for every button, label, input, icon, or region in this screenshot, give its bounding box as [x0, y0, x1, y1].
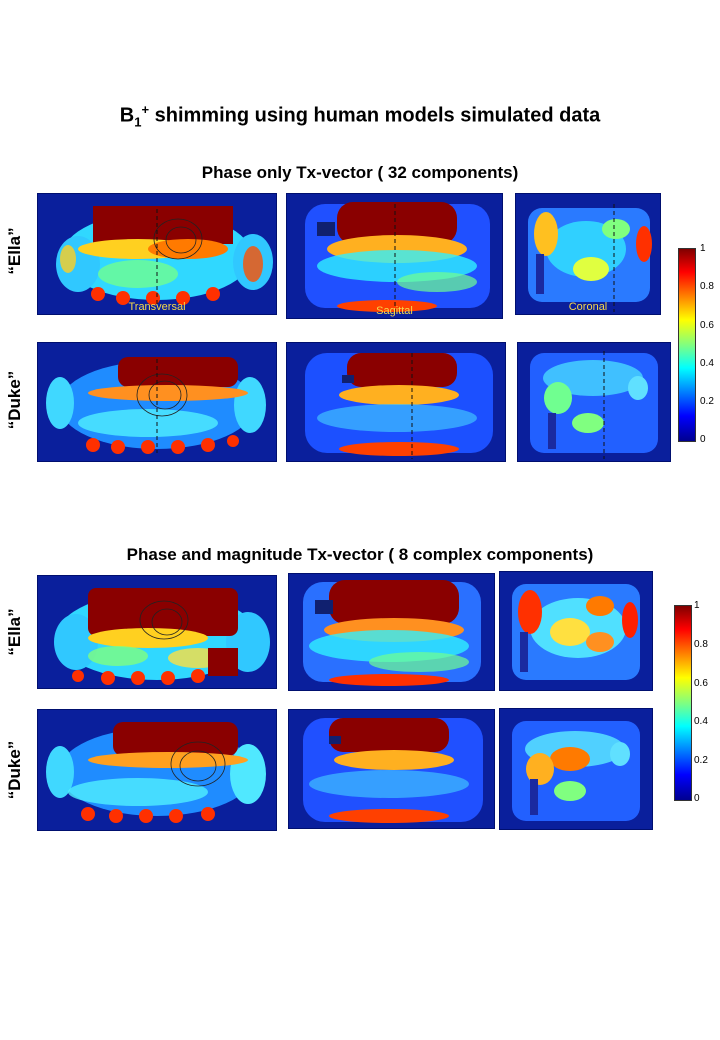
colorbar-tick: 0: [694, 793, 700, 804]
colorbar-phase-only: [678, 248, 696, 442]
row-label-ella: “Ella”: [5, 227, 24, 275]
row-label-ella: “Ella”: [5, 608, 24, 656]
map-ella-transversal-magnitude: [37, 575, 277, 689]
map-ella-sagittal-magnitude: [288, 573, 495, 691]
view-label-sagittal: Sagittal: [376, 305, 413, 317]
section-heading-phase-only: Phase only Tx-vector ( 32 components): [201, 163, 519, 182]
colorbar-tick: 0: [700, 434, 706, 445]
colorbar-tick: 0.8: [694, 639, 708, 650]
map-ella-transversal-phase: Transversal: [37, 193, 277, 315]
colorbar-tick: 0.2: [700, 396, 714, 407]
colorbar-tick: 0.4: [700, 358, 714, 369]
colorbar-tick: 0.2: [694, 755, 708, 766]
view-label-transversal: Transversal: [128, 301, 186, 313]
colorbar-tick: 0.8: [700, 281, 714, 292]
colorbar-phase-magnitude: [674, 605, 692, 801]
colorbar-tick: 1: [700, 243, 706, 254]
page-title: B1+ shimming using human models simulate…: [119, 102, 601, 130]
row-label-duke: “Duke”: [5, 740, 24, 800]
colorbar-tick: 1: [694, 600, 700, 611]
map-duke-coronal-magnitude: [499, 708, 653, 830]
map-duke-transversal-magnitude: [37, 709, 277, 831]
row-label-duke: “Duke”: [5, 370, 24, 430]
map-ella-sagittal-phase: Sagittal: [286, 193, 503, 319]
section-heading-phase-and-magnitude: Phase and magnitude Tx-vector ( 8 comple…: [126, 545, 594, 564]
map-duke-coronal-phase: [517, 342, 671, 462]
map-duke-sagittal-phase: [286, 342, 506, 462]
colorbar-tick: 0.6: [694, 678, 708, 689]
colorbar-tick: 0.4: [694, 716, 708, 727]
map-duke-sagittal-magnitude: [288, 709, 495, 829]
map-ella-coronal-phase: Coronal: [515, 193, 661, 315]
map-ella-coronal-magnitude: [499, 571, 653, 691]
view-label-coronal: Coronal: [568, 301, 608, 313]
colorbar-tick: 0.6: [700, 320, 714, 331]
map-duke-transversal-phase: [37, 342, 277, 462]
